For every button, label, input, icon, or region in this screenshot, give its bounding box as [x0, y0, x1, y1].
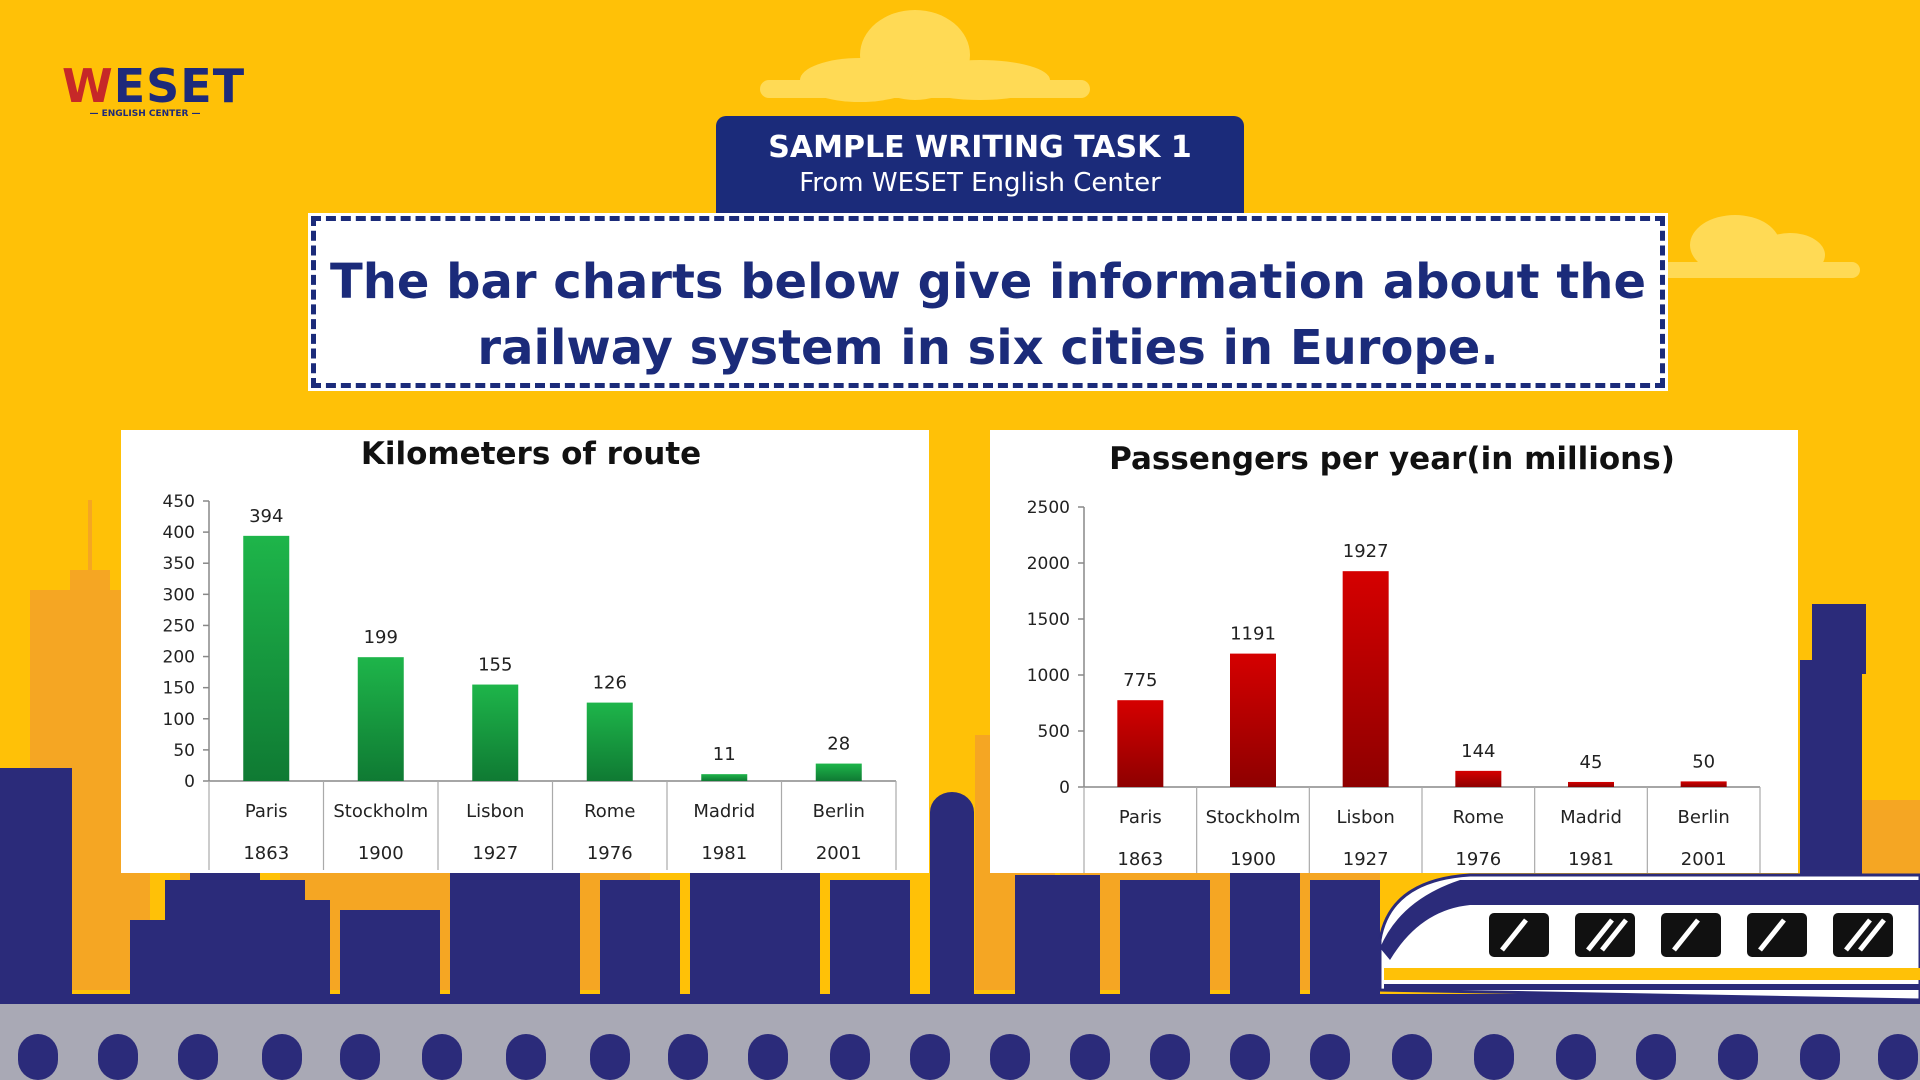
x-year-label: 1900	[358, 843, 404, 864]
x-year-label: 2001	[816, 843, 862, 864]
y-tick-label: 0	[184, 772, 195, 792]
data-label: 28	[827, 734, 850, 755]
data-label: 155	[478, 655, 512, 676]
y-tick-label: 0	[1059, 778, 1070, 798]
x-category-label: Paris	[245, 801, 288, 822]
x-year-label: 1981	[701, 843, 747, 864]
y-tick-label: 100	[163, 710, 195, 730]
x-category-label: Paris	[1119, 807, 1162, 828]
bar-rome	[1455, 770, 1502, 787]
x-category-label: Madrid	[1560, 807, 1622, 828]
bar-berlin	[1680, 781, 1727, 787]
bar-stockholm	[357, 657, 404, 781]
chart-kilometers: Kilometers of route 0 50 100 150 200 250 300 350…	[163, 436, 897, 870]
x-year-label: 1927	[1343, 849, 1389, 870]
x-year-label: 1863	[1117, 849, 1163, 870]
data-label: 394	[249, 506, 283, 527]
logo-tagline-text: ENGLISH CENTER	[101, 109, 189, 119]
viaduct	[0, 994, 1920, 1080]
weset-logo: WESET — ENGLISH CENTER —	[62, 62, 244, 122]
data-label: 126	[593, 673, 627, 694]
y-tick-label: 1500	[1027, 610, 1070, 630]
bar-madrid	[1568, 781, 1614, 787]
bar-lisbon	[1342, 571, 1389, 787]
x-year-label: 1981	[1568, 849, 1614, 870]
x-category-label: Lisbon	[1337, 807, 1395, 828]
bar-lisbon	[472, 684, 519, 781]
x-year-label: 1863	[243, 843, 289, 864]
x-category-label: Stockholm	[1206, 807, 1301, 828]
cloud-right	[1650, 215, 1860, 278]
bar-paris	[1117, 700, 1164, 787]
question-line-2: railway system in six cities in Europe.	[477, 320, 1499, 376]
y-tick-label: 450	[163, 492, 195, 512]
header-tab: SAMPLE WRITING TASK 1 From WESET English…	[716, 116, 1244, 222]
logo-tagline: — ENGLISH CENTER —	[89, 109, 201, 119]
x-year-label: 1927	[472, 843, 518, 864]
data-label: 775	[1123, 670, 1157, 691]
train-illustration	[1378, 873, 1920, 1002]
y-tick-label: 200	[163, 648, 195, 668]
bar-paris	[243, 535, 290, 781]
header-subtitle: From WESET English Center	[799, 168, 1161, 198]
y-tick-label: 350	[163, 554, 195, 574]
logo-name: ESET	[113, 59, 246, 113]
data-label: 144	[1461, 741, 1495, 762]
y-tick-label: 150	[163, 679, 195, 699]
y-tick-label: 500	[1038, 722, 1070, 742]
x-year-label: 1976	[1455, 849, 1501, 870]
chart-kilometers-panel: Kilometers of route 0 50 100 150 200 250 300 350…	[121, 430, 929, 873]
bar-stockholm	[1230, 653, 1276, 787]
data-label: 45	[1580, 752, 1603, 773]
data-label: 1927	[1343, 541, 1389, 562]
y-tick-label: 400	[163, 523, 195, 543]
skyline-front	[0, 604, 1866, 1000]
bar-rome	[586, 702, 633, 781]
x-category-label: Madrid	[693, 801, 755, 822]
y-tick-label: 1000	[1027, 666, 1070, 686]
chart-title: Kilometers of route	[361, 436, 701, 472]
x-year-label: 1976	[587, 843, 633, 864]
cloud-top	[760, 10, 1090, 102]
logo-accent-letter: W	[62, 59, 114, 113]
header-title: SAMPLE WRITING TASK 1	[768, 130, 1192, 165]
chart-passengers: Passengers per year(in millions) 0 500 1000…	[1027, 441, 1761, 873]
data-label: 50	[1692, 751, 1715, 772]
chart-passengers-panel: Passengers per year(in millions) 0 500 1000…	[990, 430, 1798, 873]
x-category-label: Rome	[584, 801, 635, 822]
data-label: 1191	[1230, 624, 1276, 645]
x-category-label: Rome	[1453, 807, 1504, 828]
x-category-label: Berlin	[813, 801, 865, 822]
x-category-label: Stockholm	[333, 801, 428, 822]
y-tick-label: 300	[163, 585, 195, 605]
y-tick-label: 2500	[1027, 498, 1070, 518]
x-category-label: Lisbon	[466, 801, 524, 822]
y-tick-label: 250	[163, 616, 195, 636]
chart-title: Passengers per year(in millions)	[1109, 441, 1675, 477]
x-category-label: Berlin	[1678, 807, 1730, 828]
question-box: The bar charts below give information ab…	[308, 213, 1668, 391]
data-label: 199	[364, 627, 398, 648]
bar-berlin	[815, 763, 862, 781]
data-label: 11	[713, 744, 736, 765]
question-text: The bar charts below give information ab…	[316, 249, 1660, 381]
logo-wordmark: WESET	[62, 62, 245, 110]
bar-madrid	[701, 774, 748, 781]
y-tick-label: 2000	[1027, 554, 1070, 574]
y-tick-label: 50	[173, 741, 195, 761]
question-line-1: The bar charts below give information ab…	[329, 254, 1647, 310]
x-year-label: 2001	[1681, 849, 1727, 870]
x-year-label: 1900	[1230, 849, 1276, 870]
